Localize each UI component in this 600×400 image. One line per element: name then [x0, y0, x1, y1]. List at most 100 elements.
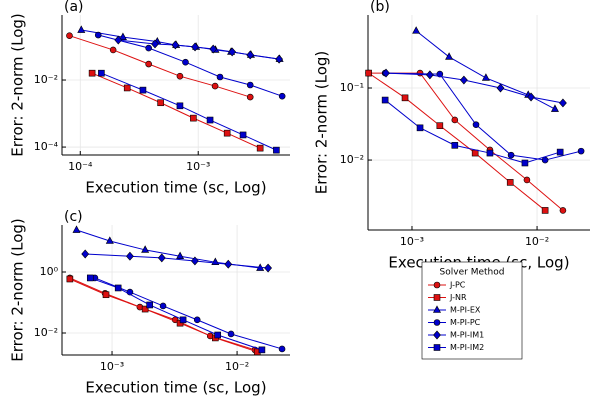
y-tick-label: 10⁻¹	[340, 81, 364, 94]
legend-label: M-PI-EX	[450, 306, 481, 315]
series-line	[69, 278, 258, 353]
panel-label: (b)	[370, 0, 390, 15]
marker	[206, 116, 214, 124]
legend-label: J-NR	[449, 293, 467, 302]
marker	[521, 159, 529, 167]
marker	[145, 44, 152, 52]
marker	[157, 253, 166, 263]
marker	[72, 225, 81, 233]
x-tick-label: 10⁻³	[186, 160, 210, 173]
marker	[436, 70, 444, 78]
marker	[416, 69, 424, 77]
marker	[193, 316, 201, 324]
marker	[541, 156, 549, 164]
marker	[451, 142, 459, 149]
marker	[433, 344, 441, 351]
marker	[223, 129, 231, 137]
y-axis-label: Error: 2-norm (Log)	[9, 218, 27, 362]
panel-label: (a)	[64, 0, 84, 15]
marker	[433, 330, 441, 340]
y-tick-label: 10⁰	[40, 265, 59, 278]
marker	[228, 47, 237, 57]
marker	[246, 81, 254, 89]
marker	[141, 245, 150, 253]
marker	[190, 114, 197, 122]
marker	[151, 39, 159, 49]
marker	[145, 60, 152, 68]
marker	[425, 70, 434, 80]
marker	[472, 121, 480, 128]
marker	[507, 151, 515, 159]
series-line	[69, 277, 256, 351]
x-tick-label: 10⁻³	[400, 235, 424, 248]
x-tick-label: 10⁻⁴	[68, 160, 93, 173]
marker	[556, 148, 564, 156]
marker	[66, 275, 74, 283]
marker	[278, 345, 286, 353]
marker	[88, 69, 96, 77]
x-axis-label: Execution time (sc, Log)	[85, 379, 266, 397]
marker	[246, 93, 254, 101]
series-line	[384, 99, 561, 164]
marker	[412, 26, 421, 34]
legend-title: Solver Method	[440, 268, 505, 278]
marker	[365, 69, 372, 77]
series-line	[368, 72, 546, 211]
legend-label: M-PI-IM1	[450, 331, 484, 340]
series-line	[101, 72, 277, 151]
marker	[527, 92, 535, 102]
marker	[445, 52, 454, 60]
marker	[433, 319, 441, 326]
marker	[459, 75, 468, 85]
marker	[191, 256, 199, 266]
marker	[176, 72, 184, 80]
legend-label: J-PC	[449, 281, 466, 290]
legend-label: M-PI-IM2	[450, 343, 484, 352]
marker	[496, 83, 505, 93]
marker	[179, 316, 187, 324]
marker	[77, 25, 86, 33]
series-line	[94, 277, 283, 350]
y-tick-label: 10⁻⁴	[34, 140, 59, 153]
marker	[278, 92, 286, 100]
series-line	[91, 72, 261, 149]
marker	[523, 176, 531, 184]
x-tick-label: 10⁻²	[225, 360, 249, 373]
series-line	[85, 253, 269, 269]
marker	[481, 73, 490, 81]
marker	[577, 147, 585, 155]
series-line	[76, 229, 261, 269]
marker	[102, 291, 110, 299]
y-tick-label: 10⁻²	[34, 326, 58, 339]
marker	[451, 116, 459, 124]
marker	[176, 102, 184, 110]
marker	[227, 330, 235, 338]
series-line	[385, 72, 564, 104]
marker	[109, 46, 117, 54]
series-line	[90, 277, 263, 351]
marker	[273, 146, 280, 154]
x-tick-label: 10⁻²	[525, 235, 549, 248]
marker	[433, 281, 441, 289]
y-tick-label: 10⁻²	[340, 153, 364, 166]
marker	[141, 305, 149, 313]
marker	[176, 251, 185, 259]
marker	[126, 251, 134, 261]
marker	[105, 236, 114, 244]
marker	[114, 284, 122, 292]
y-tick-label: 10⁻²	[34, 73, 58, 86]
series-line	[69, 35, 251, 98]
marker	[382, 68, 390, 78]
marker	[216, 73, 224, 81]
marker	[98, 69, 105, 77]
marker	[224, 259, 233, 269]
marker	[381, 96, 389, 104]
marker	[114, 35, 123, 45]
marker	[401, 94, 409, 102]
marker	[471, 149, 479, 157]
marker	[81, 249, 90, 259]
marker	[559, 207, 567, 214]
marker	[211, 82, 219, 90]
marker	[171, 40, 180, 50]
